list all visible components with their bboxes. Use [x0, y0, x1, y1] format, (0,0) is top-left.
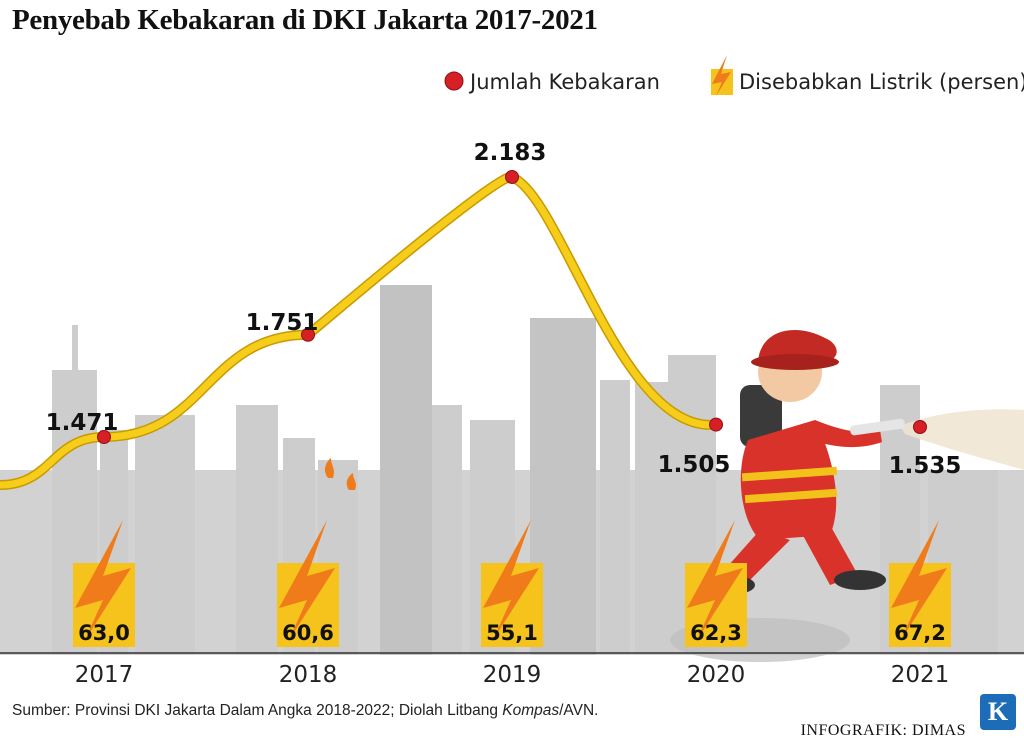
year-label-2017: 2017 [75, 662, 134, 688]
value-label-2017: 1.471 [46, 410, 119, 436]
marker-2017 [97, 430, 111, 444]
legend: Jumlah Kebakaran Disebabkan Listrik (per… [444, 55, 1024, 96]
lightning-bolt-icon-2021 [889, 520, 951, 647]
water-spray-illustration [900, 409, 1024, 470]
bolt-label-2018: 60,6 [282, 621, 334, 645]
flame-icons [324, 458, 356, 490]
source-note: Sumber: Provinsi DKI Jakarta Dalam Angka… [12, 702, 598, 720]
firefighter-illustration [670, 330, 905, 662]
marker-2019 [505, 170, 519, 184]
infographic-credit: INFOGRAFIK: DIMAS [800, 722, 966, 739]
value-label-2018: 1.751 [246, 310, 319, 336]
bolt-label-2019: 55,1 [486, 621, 538, 645]
legend-label-jumlah-kebakaran: Jumlah Kebakaran [468, 70, 660, 94]
marker-2021 [913, 420, 927, 434]
value-label-2020: 1.505 [658, 452, 731, 478]
lightning-bolt-icon-2020 [685, 520, 747, 647]
lightning-bolt-icon-2019 [481, 520, 543, 647]
jumlah-kebakaran-line [0, 173, 720, 489]
source-prefix: Sumber: Provinsi DKI Jakarta Dalam Angka… [12, 702, 503, 719]
bolt-icons: 63,0 60,6 55,1 62,3 67,2 [73, 520, 951, 647]
legend-lightning-bolt-icon [711, 55, 733, 96]
bolt-label-2021: 67,2 [894, 621, 946, 645]
lightning-bolt-icon-2018 [277, 520, 339, 647]
bolt-label-2017: 63,0 [78, 621, 130, 645]
x-axis-tick-labels: 2017 2018 2019 2020 2021 [75, 662, 950, 688]
marker-2020 [709, 417, 723, 432]
chart-title: Penyebab Kebakaran di DKI Jakarta 2017-2… [12, 4, 598, 36]
year-label-2018: 2018 [279, 662, 338, 688]
year-label-2020: 2020 [687, 662, 746, 688]
source-suffix: /AVN. [559, 702, 599, 719]
lightning-bolt-icon-2017 [73, 520, 135, 647]
year-label-2019: 2019 [483, 662, 542, 688]
bolt-label-2020: 62,3 [690, 621, 742, 645]
legend-label-disebabkan-listrik: Disebabkan Listrik (persen) [739, 70, 1024, 94]
year-label-2021: 2021 [891, 662, 950, 688]
marker-2018 [301, 327, 315, 342]
legend-red-dot-icon [444, 71, 464, 91]
value-label-2019: 2.183 [474, 140, 547, 166]
value-label-2021: 1.535 [889, 453, 962, 479]
kompas-logo: K [980, 694, 1016, 730]
value-labels: 1.471 1.751 2.183 1.505 1.535 [46, 140, 962, 479]
source-italic: Kompas [502, 702, 560, 719]
data-markers [97, 170, 927, 444]
